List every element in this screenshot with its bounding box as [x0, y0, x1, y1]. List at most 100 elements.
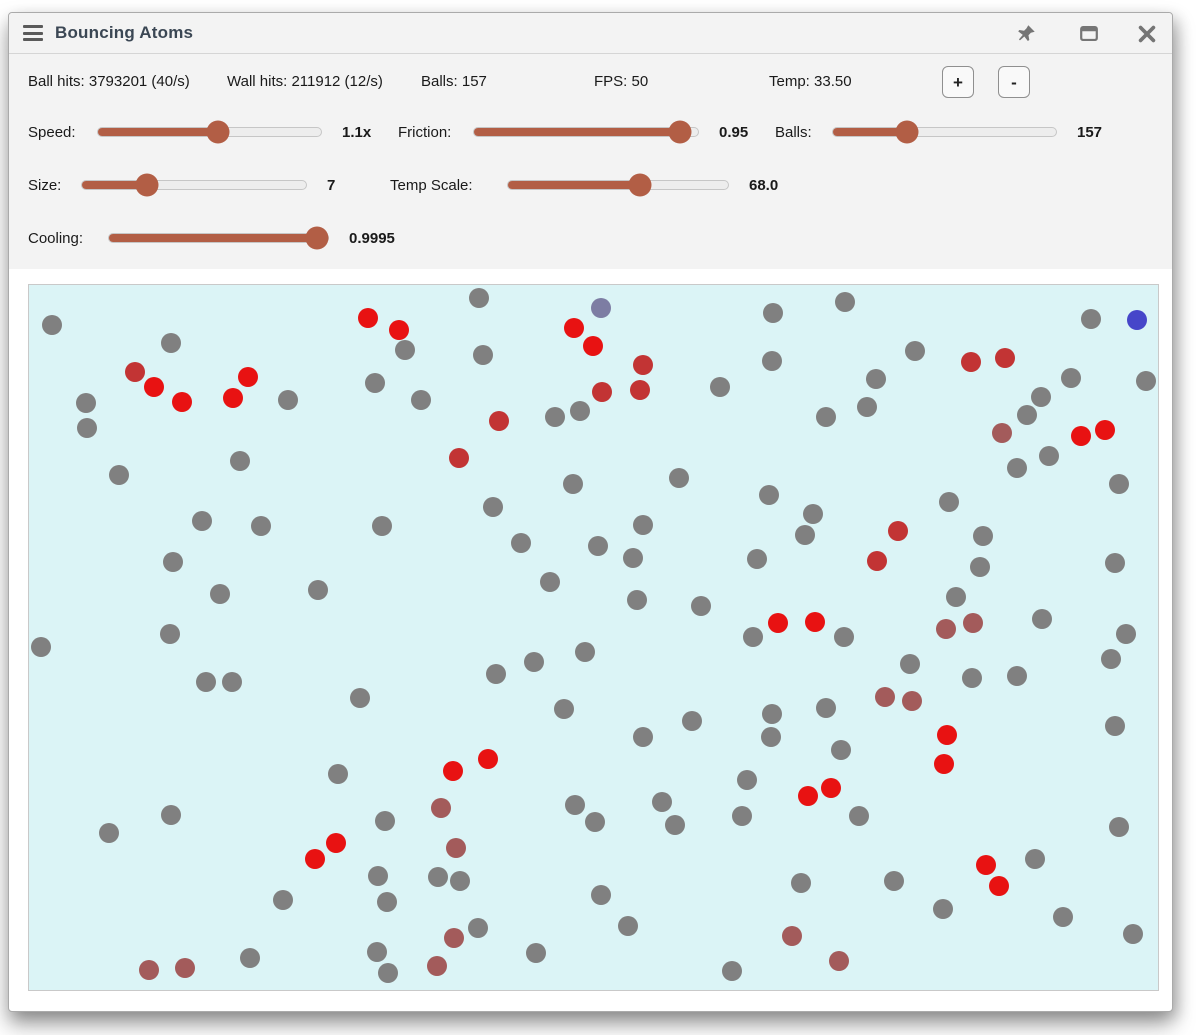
- ball: [623, 548, 643, 568]
- ball: [992, 423, 1012, 443]
- balls-slider-thumb[interactable]: [895, 120, 919, 144]
- ball: [592, 382, 612, 402]
- speed-slider-thumb[interactable]: [206, 120, 230, 144]
- ball: [350, 688, 370, 708]
- ball: [222, 672, 242, 692]
- ball: [732, 806, 752, 826]
- ball: [867, 551, 887, 571]
- ball: [368, 866, 388, 886]
- ball: [125, 362, 145, 382]
- ball: [902, 691, 922, 711]
- ball: [816, 407, 836, 427]
- ball: [172, 392, 192, 412]
- balls-value: 157: [1077, 123, 1103, 141]
- size-value: 7: [327, 176, 336, 194]
- ball: [831, 740, 851, 760]
- ball: [161, 805, 181, 825]
- ball: [934, 754, 954, 774]
- temp-scale-slider: Temp Scale: 68.0: [390, 165, 778, 205]
- menu-icon[interactable]: [23, 25, 43, 45]
- ball: [478, 749, 498, 769]
- stat-fps: FPS: 50: [594, 73, 649, 90]
- ball: [905, 341, 925, 361]
- cooling-slider-fill: [109, 234, 318, 242]
- speed-value: 1.1x: [342, 123, 372, 141]
- ball: [358, 308, 378, 328]
- friction-value: 0.95: [719, 123, 749, 141]
- cooling-slider-track[interactable]: [108, 226, 329, 250]
- app-window: Bouncing Atoms Ball hits: 3793201 (40/s)…: [8, 12, 1173, 1012]
- friction-slider: Friction: 0.95: [398, 112, 748, 152]
- ball: [1025, 849, 1045, 869]
- ball: [888, 521, 908, 541]
- ball: [196, 672, 216, 692]
- size-slider-track[interactable]: [81, 173, 307, 197]
- ball: [192, 511, 212, 531]
- ball: [798, 786, 818, 806]
- ball: [326, 833, 346, 853]
- ball: [450, 871, 470, 891]
- slider-row-2: Size: 7 Temp Scale: 68.0: [9, 165, 1172, 205]
- ball: [1105, 553, 1125, 573]
- ball: [377, 892, 397, 912]
- ball: [989, 876, 1009, 896]
- cooling-value: 0.9995: [349, 229, 395, 247]
- ball: [210, 584, 230, 604]
- ball: [763, 303, 783, 323]
- slider-row-1: Speed: 1.1x Friction: 0.95 Balls:: [9, 112, 1172, 152]
- slider-row-3: Cooling: 0.9995: [9, 218, 1172, 258]
- size-slider-fill: [82, 181, 147, 189]
- ball: [1031, 387, 1051, 407]
- ball: [564, 318, 584, 338]
- ball: [367, 942, 387, 962]
- controls-panel: Ball hits: 3793201 (40/s) Wall hits: 211…: [9, 54, 1172, 269]
- pin-icon[interactable]: [1015, 23, 1037, 45]
- stat-wall-hits: Wall hits: 211912 (12/s): [227, 73, 383, 90]
- ball: [365, 373, 385, 393]
- ball: [511, 533, 531, 553]
- increase-button[interactable]: +: [942, 66, 974, 98]
- ball: [875, 687, 895, 707]
- size-slider-thumb[interactable]: [135, 173, 159, 197]
- ball: [230, 451, 250, 471]
- ball: [1136, 371, 1156, 391]
- ball: [473, 345, 493, 365]
- balls-slider-track[interactable]: [832, 120, 1057, 144]
- ball: [1053, 907, 1073, 927]
- ball: [939, 492, 959, 512]
- size-slider: Size: 7: [28, 165, 335, 205]
- ball: [160, 624, 180, 644]
- ball: [618, 916, 638, 936]
- ball: [585, 812, 605, 832]
- ball: [970, 557, 990, 577]
- ball: [163, 552, 183, 572]
- speed-slider-fill: [98, 128, 219, 136]
- ball: [42, 315, 62, 335]
- friction-slider-track[interactable]: [473, 120, 699, 144]
- temp-scale-label: Temp Scale:: [390, 176, 473, 194]
- ball: [583, 336, 603, 356]
- ball: [633, 355, 653, 375]
- cooling-slider-thumb[interactable]: [305, 226, 329, 250]
- title-bar: Bouncing Atoms: [9, 13, 1172, 54]
- maximize-icon[interactable]: [1078, 23, 1100, 45]
- ball: [372, 516, 392, 536]
- ball: [1007, 458, 1027, 478]
- ball: [449, 448, 469, 468]
- simulation-canvas[interactable]: [28, 284, 1159, 991]
- speed-slider-track[interactable]: [97, 120, 322, 144]
- ball: [759, 485, 779, 505]
- ball: [995, 348, 1015, 368]
- ball: [762, 704, 782, 724]
- ball: [570, 401, 590, 421]
- decrease-button[interactable]: -: [998, 66, 1030, 98]
- temp-scale-slider-thumb[interactable]: [628, 173, 652, 197]
- ball: [768, 613, 788, 633]
- ball: [489, 411, 509, 431]
- ball: [761, 727, 781, 747]
- ball: [747, 549, 767, 569]
- close-icon[interactable]: [1136, 23, 1158, 45]
- ball: [444, 928, 464, 948]
- friction-slider-thumb[interactable]: [668, 120, 692, 144]
- temp-scale-slider-track[interactable]: [507, 173, 729, 197]
